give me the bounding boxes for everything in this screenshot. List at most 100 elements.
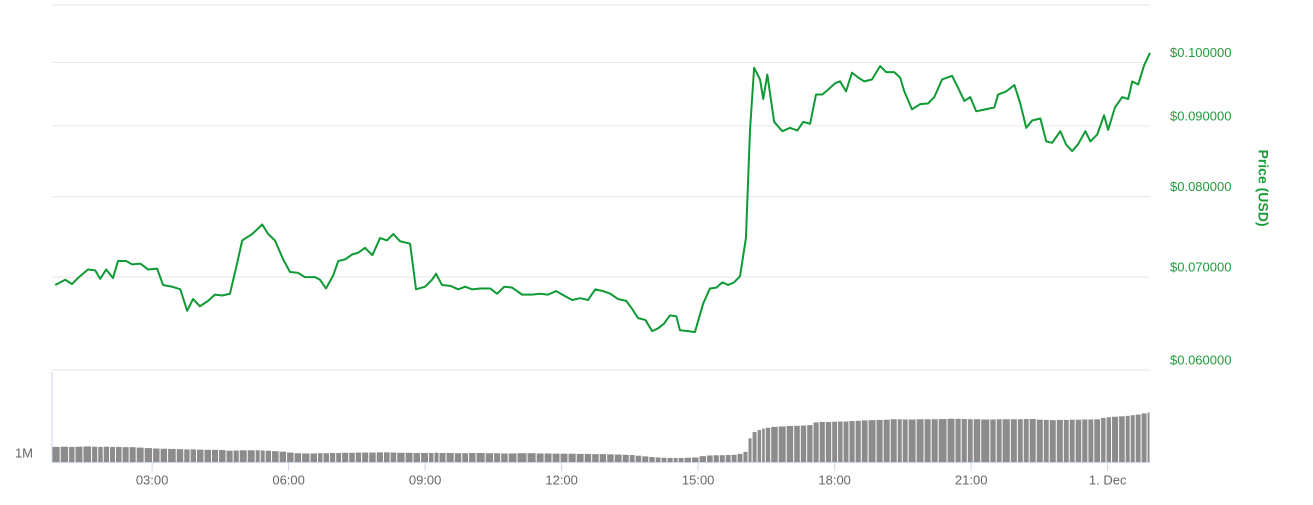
volume-bar [176,449,184,462]
volume-bar [1075,419,1082,462]
volume-bar [168,448,176,462]
volume-bar [592,454,599,462]
x-tick-label: 1. Dec [1089,472,1127,487]
volume-bar [318,453,323,462]
volume-bar [1147,412,1150,462]
x-tick-label: 21:00 [955,472,988,487]
volume-bar [649,457,655,462]
volume-bar [673,457,678,462]
volume-bar [961,419,967,462]
volume-bar [568,453,576,462]
volume-bar [1069,419,1075,462]
volume-bar [1036,419,1043,462]
volume-bar [713,455,719,462]
volume-bar [122,447,129,462]
volume-bar [405,452,413,462]
volume-bar [786,426,794,462]
volume-bar [429,453,434,462]
volume-bar [287,452,294,462]
volume-bar [838,421,843,462]
volume-bar [310,453,318,462]
volume-bar [813,422,819,462]
volume-bar [1010,419,1017,462]
y-tick-label: $0.070000 [1170,260,1231,275]
volume-bar [924,419,931,462]
volume-bar [1119,416,1125,462]
volume-bar [794,425,800,462]
volume-bar [494,453,501,462]
volume-bar [614,454,622,462]
volume-bar [160,448,168,462]
volume-bar [204,449,211,462]
volume-bar [92,446,98,462]
volume-bar [362,452,369,462]
volume-bar [1043,419,1049,462]
volume-bar [560,453,568,462]
volume-bar [153,448,160,462]
volume-bar [990,419,996,462]
volume-bar [661,457,667,462]
volume-bar [1088,419,1094,462]
volume-bar [883,419,890,462]
volume-bar [737,453,743,462]
volume-bar [369,452,376,462]
volume-bar [413,453,421,462]
volume-bar [1049,420,1056,462]
volume-bar [1056,419,1063,462]
y-tick-label: $0.060000 [1170,352,1231,367]
volume-bar [868,420,876,462]
y-axis-title: Price (USD) [1255,149,1271,226]
volume-bar [508,453,517,462]
volume-bar [771,426,778,462]
volume-bar [110,446,115,462]
volume-bar [897,419,902,462]
volume-bar [544,453,552,462]
volume-bar [855,420,861,462]
volume-bar [115,446,122,462]
volume-bar [421,453,429,462]
volume-bar [239,450,247,462]
volume-bar [655,457,661,462]
x-tick-label: 18:00 [818,472,851,487]
volume-bar [699,456,707,462]
volume-bar [1002,419,1010,462]
volume-bar [778,426,786,462]
volume-bar [60,446,69,462]
y-tick-label: $0.100000 [1170,45,1231,60]
volume-bar [752,432,757,462]
volume-bar [629,455,635,462]
volume-bar [719,455,725,462]
volume-bar [1082,419,1088,462]
volume-bar [196,449,204,462]
volume-bar [260,450,265,462]
volume-bar [501,453,508,462]
volume-bar [748,438,752,462]
volume-bar [397,452,405,462]
volume-bar [355,452,362,462]
volume-bar [762,428,765,462]
volume-bar [757,430,762,462]
volume-bar [383,452,390,462]
volume-bar [190,449,196,462]
x-tick-label: 09:00 [409,472,442,487]
volume-bar [434,452,439,462]
volume-bar [819,421,825,462]
volume-bar [678,457,684,462]
volume-bar [825,421,832,462]
volume-bar [916,419,924,462]
volume-bar [233,450,239,462]
y2-tick-label: 1M [15,445,33,460]
volume-bar [527,453,536,462]
volume-bar [955,418,961,462]
volume-bar [876,419,883,462]
volume-bar [517,453,527,462]
volume-bar [1023,419,1029,462]
volume-bar [552,453,560,462]
volume-bar [226,450,233,462]
volume-bar [294,453,302,462]
volume-bar [330,453,336,462]
volume-bar [947,418,955,462]
volume-bar [743,451,748,462]
